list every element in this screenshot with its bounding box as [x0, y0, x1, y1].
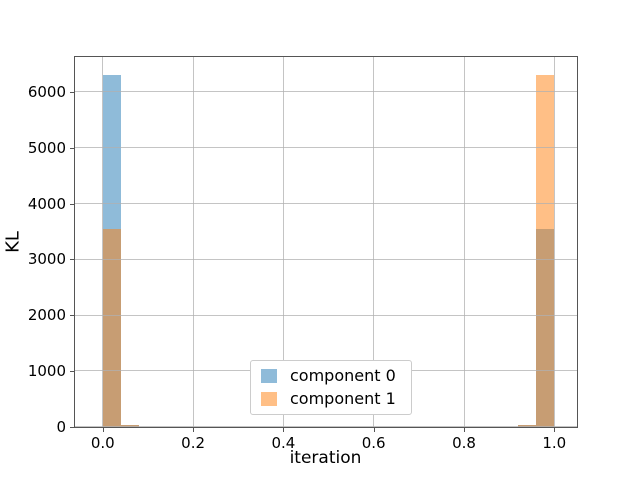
x-tick	[373, 428, 375, 432]
legend-entry: component 0	[261, 368, 401, 384]
plot-content	[75, 57, 577, 427]
v-gridline	[282, 57, 284, 427]
x-tick	[464, 428, 465, 432]
y-axis-label: KL	[2, 231, 24, 253]
histogram-bar-component-1	[536, 74, 555, 427]
y-tick-label: 3000	[27, 250, 66, 269]
histogram-bar-component-1	[518, 424, 537, 427]
legend: component 0 component 1	[250, 360, 412, 415]
x-axis-label: iteration	[289, 448, 362, 468]
legend-label: component 1	[290, 389, 396, 408]
v-gridline	[373, 57, 375, 427]
h-gridline	[75, 91, 577, 93]
h-gridline	[75, 258, 577, 260]
y-tick-label: 6000	[27, 82, 66, 101]
legend-label: component 0	[290, 366, 396, 385]
legend-swatch-icon	[261, 369, 277, 383]
v-gridline	[463, 57, 465, 427]
histogram-bar-component-1	[102, 229, 121, 427]
h-gridline	[75, 203, 577, 204]
v-gridline	[192, 57, 194, 427]
legend-entry: component 1	[261, 391, 401, 407]
histogram-bar-component-1	[120, 424, 139, 427]
h-gridline	[75, 426, 577, 427]
legend-swatch-icon	[261, 392, 277, 406]
x-tick	[193, 428, 195, 432]
x-tick	[554, 428, 556, 432]
y-tick-label: 0	[56, 417, 66, 436]
v-gridline	[102, 57, 104, 427]
h-gridline	[75, 147, 577, 149]
y-tick-label: 4000	[27, 194, 66, 213]
v-gridline	[553, 57, 555, 427]
x-tick	[102, 428, 104, 432]
y-tick-label: 1000	[27, 361, 66, 380]
y-tick-label: 5000	[27, 138, 66, 157]
y-tick-label: 2000	[27, 306, 66, 325]
h-gridline	[75, 314, 577, 316]
x-tick	[283, 428, 285, 432]
